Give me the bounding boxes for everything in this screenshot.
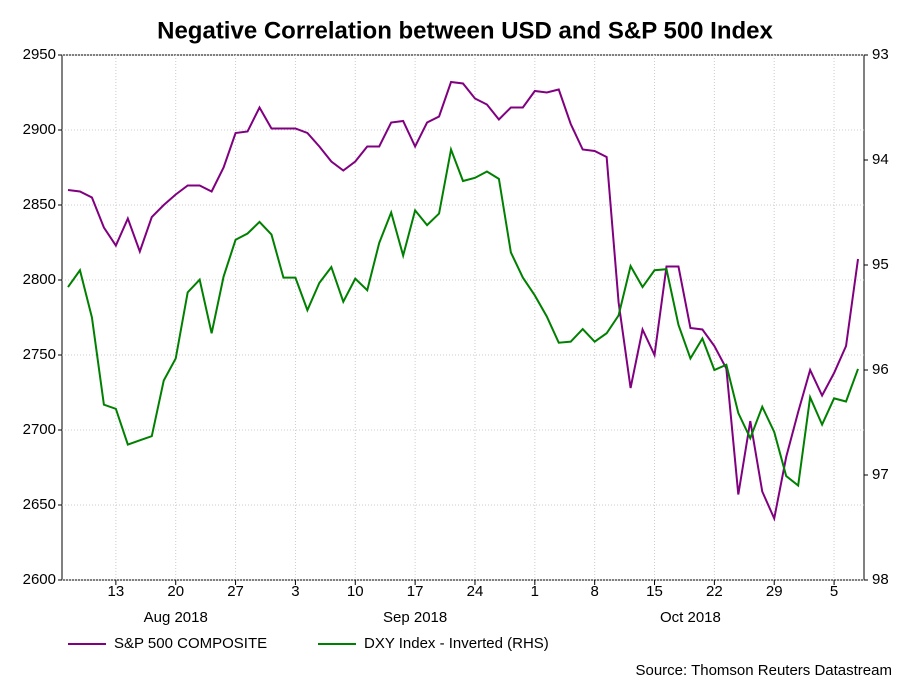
x-tick-label: 10 bbox=[347, 583, 364, 600]
x-tick-label: 17 bbox=[407, 583, 424, 600]
y-tick-label: 2800 bbox=[23, 271, 56, 288]
x-tick-label: 22 bbox=[706, 583, 723, 600]
y2-tick-label: 95 bbox=[872, 256, 889, 273]
y-tick-label: 2700 bbox=[23, 421, 56, 438]
chart-title: Negative Correlation between USD and S&P… bbox=[157, 17, 773, 44]
y-tick-label: 2750 bbox=[23, 346, 56, 363]
x-tick-label: 5 bbox=[830, 583, 838, 600]
y2-tick-label: 98 bbox=[872, 571, 889, 588]
x-tick-label: 24 bbox=[467, 583, 484, 600]
legend-label: S&P 500 COMPOSITE bbox=[114, 635, 267, 652]
x-tick-label: 3 bbox=[291, 583, 299, 600]
x-tick-label: 8 bbox=[590, 583, 598, 600]
y2-tick-label: 97 bbox=[872, 466, 889, 483]
y-tick-label: 2600 bbox=[23, 571, 56, 588]
y-tick-label: 2900 bbox=[23, 121, 56, 138]
series-line bbox=[67, 145, 859, 488]
y2-tick-label: 96 bbox=[872, 361, 889, 378]
y-tick-label: 2850 bbox=[23, 196, 56, 213]
x-tick-label: 27 bbox=[227, 583, 244, 600]
x-month-label: Aug 2018 bbox=[144, 609, 208, 626]
x-month-label: Oct 2018 bbox=[660, 609, 721, 626]
x-tick-label: 29 bbox=[766, 583, 783, 600]
y-tick-label: 2950 bbox=[23, 46, 56, 63]
y-tick-label: 2650 bbox=[23, 496, 56, 513]
legend-label: DXY Index - Inverted (RHS) bbox=[364, 635, 549, 652]
x-tick-label: 1 bbox=[531, 583, 539, 600]
x-tick-label: 13 bbox=[108, 583, 125, 600]
source-note: Source: Thomson Reuters Datastream bbox=[635, 662, 892, 679]
x-month-label: Sep 2018 bbox=[383, 609, 447, 626]
y2-tick-label: 93 bbox=[872, 46, 889, 63]
x-tick-label: 15 bbox=[646, 583, 663, 600]
y2-tick-label: 94 bbox=[872, 151, 889, 168]
plot-frame bbox=[61, 54, 865, 581]
x-tick-label: 20 bbox=[167, 583, 184, 600]
